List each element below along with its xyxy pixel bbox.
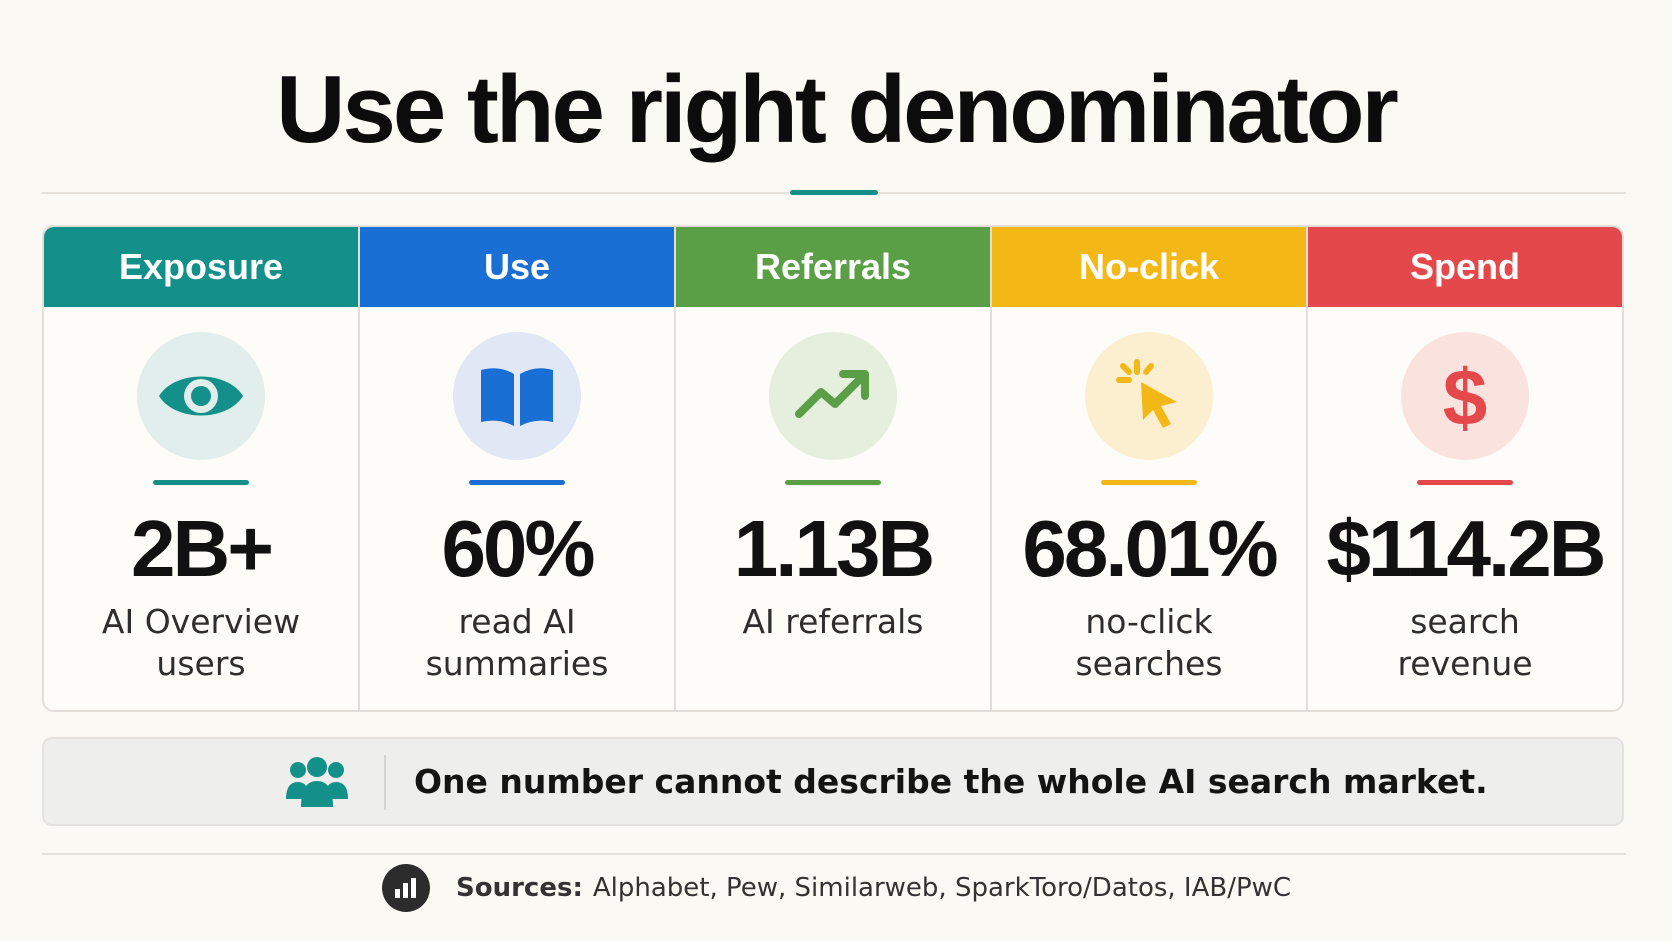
book-icon — [481, 368, 553, 426]
people-group-icon — [284, 755, 350, 815]
page-title: Use the right denominator — [276, 56, 1399, 163]
card-no-click: No-click 68.01% no-click searches — [992, 227, 1308, 710]
icon-badge — [769, 332, 897, 460]
stat-value: $114.2B — [1326, 504, 1606, 593]
bottom-divider — [42, 853, 1626, 855]
card-header: Referrals — [676, 227, 990, 307]
sources-label: Sources: — [456, 873, 583, 903]
callout-divider — [384, 755, 386, 810]
bar-chart-icon — [382, 864, 430, 912]
card-use: Use 60% read AI summaries — [360, 227, 676, 710]
icon-badge: $ — [1401, 332, 1529, 460]
icon-badge — [453, 332, 581, 460]
callout-text: One number cannot describe the whole AI … — [414, 762, 1488, 801]
sources-list: Alphabet, Pew, Similarweb, SparkToro/Dat… — [592, 873, 1292, 903]
stat-label: AI referrals — [742, 602, 924, 641]
metric-cards: Exposure 2B+ AI Overview users Use 60% r… — [42, 225, 1624, 712]
svg-text:$: $ — [1443, 353, 1488, 442]
stat-label: read AI summaries — [425, 602, 609, 683]
card-header: Spend — [1308, 227, 1622, 307]
card-header: Use — [360, 227, 674, 307]
trend-up-icon — [795, 370, 869, 418]
card-spend: Spend $ $114.2B search revenue — [1308, 227, 1622, 710]
icon-badge — [137, 332, 265, 460]
title-accent-bar — [790, 190, 878, 195]
stat-label: search revenue — [1397, 602, 1533, 683]
card-header: Exposure — [44, 227, 358, 307]
stat-label: AI Overview users — [101, 602, 301, 683]
cursor-click-icon — [1116, 359, 1177, 428]
accent-bar — [1101, 480, 1197, 485]
stat-value: 60% — [441, 504, 595, 593]
card-exposure: Exposure 2B+ AI Overview users — [44, 227, 360, 710]
stat-value: 68.01% — [1022, 504, 1278, 593]
card-referrals: Referrals 1.13B AI referrals — [676, 227, 992, 710]
icon-badge — [1085, 332, 1213, 460]
dollar-icon: $ — [1443, 353, 1488, 442]
callout-banner: One number cannot describe the whole AI … — [42, 737, 1624, 826]
stat-label: no-click searches — [1075, 602, 1223, 683]
sources-line: Sources: Alphabet, Pew, Similarweb, Spar… — [382, 862, 1291, 914]
accent-bar — [1417, 480, 1513, 485]
accent-bar — [469, 480, 565, 485]
accent-bar — [153, 480, 249, 485]
accent-bar — [785, 480, 881, 485]
stat-value: 1.13B — [733, 504, 935, 593]
stat-value: 2B+ — [131, 504, 274, 593]
eye-icon — [159, 376, 243, 416]
card-header: No-click — [992, 227, 1306, 307]
